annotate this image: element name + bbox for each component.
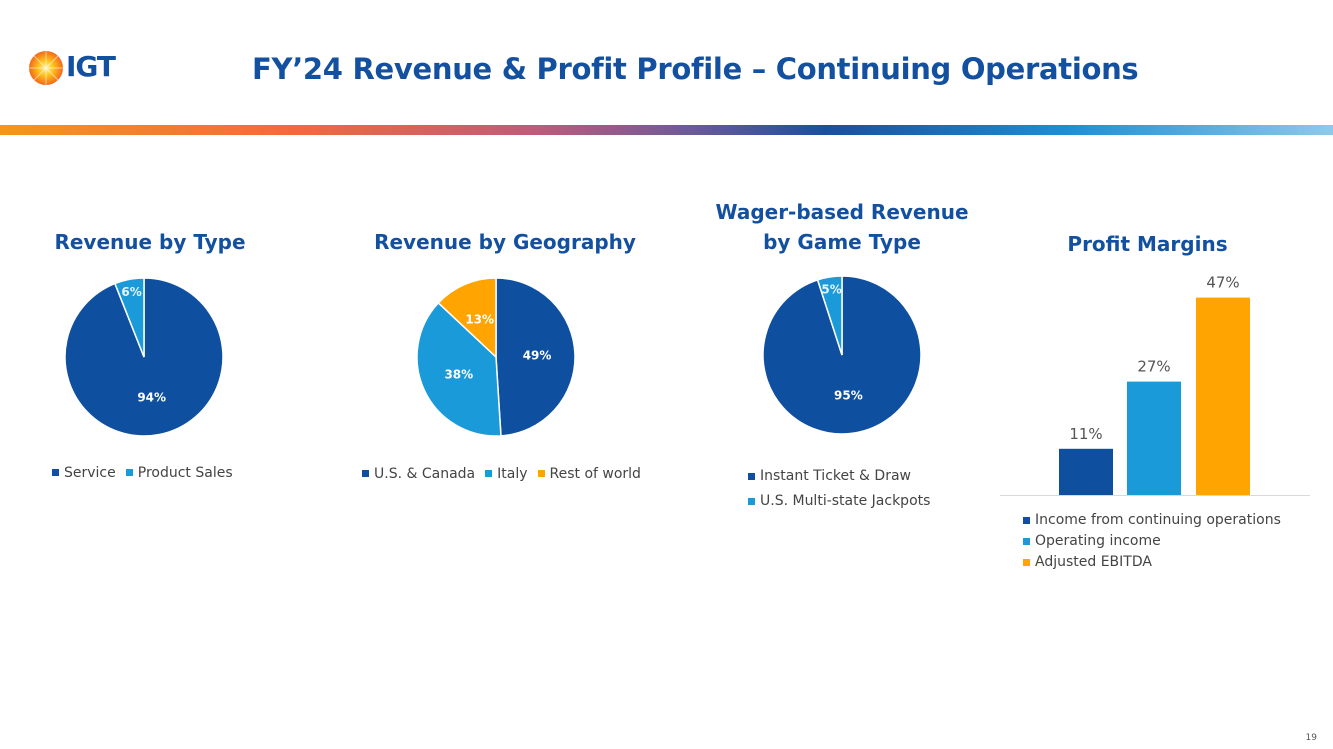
legend-swatch <box>537 470 545 477</box>
legend-swatch <box>1023 537 1030 545</box>
legend-item-income-from-continuing-operations: Income from continuing operations <box>1023 512 1281 528</box>
bar-income-from-continuing-operations <box>1059 448 1113 495</box>
legend-swatch <box>1023 558 1030 566</box>
bar-adjusted-ebitda <box>1196 297 1250 495</box>
legend-label: Italy <box>497 465 528 482</box>
igt-logo: IGT <box>28 48 138 88</box>
legend-swatch <box>748 497 755 505</box>
pie-slice-rest-of-world <box>437 277 497 359</box>
legend-swatch <box>125 469 133 476</box>
legend-swatch <box>52 469 59 476</box>
legend-item-adjusted-ebitda: Adjusted EBITDA <box>1023 554 1281 570</box>
legend-item-italy: Italy <box>485 465 528 482</box>
pie-label-u-s-multi-state-jackpots: 5% <box>821 282 841 296</box>
legend-swatch <box>485 470 493 477</box>
wager-based-revenue-pie: 95% 5% <box>762 275 922 435</box>
pie-label-u-s-canada: 49% <box>523 349 552 363</box>
bar-label-income-from-continuing-operations: 11% <box>1069 425 1102 443</box>
wager-based-revenue-legend: Instant Ticket & Draw U.S. Multi-state Ja… <box>748 468 940 518</box>
pie-slice-u-s-canada <box>495 277 576 437</box>
legend-label: U.S. & Canada <box>374 465 476 482</box>
legend-label: Operating income <box>1035 533 1161 549</box>
wager-title-line-2: by Game Type <box>763 230 921 254</box>
revenue-by-geography-title: Revenue by Geography <box>374 230 636 254</box>
legend-swatch <box>1023 516 1030 524</box>
revenue-by-type-pie: 94% 6% <box>64 277 224 437</box>
legend-item-service: Service <box>52 465 116 481</box>
pie-slice-product-sales <box>113 277 145 358</box>
legend-item-u-s-canada: U.S. & Canada <box>362 466 475 482</box>
revenue-by-geography-legend: U.S. & Canada Italy Rest of world <box>362 465 651 482</box>
wager-based-revenue-title: Wager-based Revenue by Game Type <box>692 197 992 257</box>
sunburst-icon <box>29 51 63 85</box>
logo-text: IGT <box>66 50 116 83</box>
legend-item-rest-of-world: Rest of world <box>537 465 641 482</box>
pie-label-instant-ticket-draw: 95% <box>834 389 863 403</box>
profit-margins-title: Profit Margins <box>1067 232 1228 256</box>
legend-label: Rest of world <box>549 465 641 482</box>
legend-label: Income from continuing operations <box>1035 512 1281 528</box>
legend-swatch <box>748 472 755 480</box>
pie-label-rest-of-world: 13% <box>465 312 494 326</box>
legend-swatch <box>362 470 369 477</box>
bar-label-adjusted-ebitda: 47% <box>1206 274 1239 292</box>
page-number: 19 <box>1305 733 1317 743</box>
legend-item-operating-income: Operating income <box>1023 533 1281 549</box>
wager-title-line-1: Wager-based Revenue <box>715 200 969 224</box>
pie-label-service: 94% <box>137 390 166 404</box>
profit-margins-legend: Income from continuing operations Operati… <box>1023 512 1291 577</box>
legend-label: Instant Ticket & Draw <box>760 468 911 484</box>
revenue-by-geography-pie: 49% 38% 13% <box>416 277 576 437</box>
pie-slice-italy <box>416 301 502 437</box>
legend-item-u-s-multi-state-jackpots: U.S. Multi-state Jackpots <box>748 493 930 509</box>
legend-label: Service <box>64 464 116 481</box>
revenue-by-type-legend: Service Product Sales <box>52 464 243 481</box>
legend-label: U.S. Multi-state Jackpots <box>760 493 931 509</box>
legend-item-product-sales: Product Sales <box>125 464 233 481</box>
legend-item-instant-ticket-draw: Instant Ticket & Draw <box>748 468 930 484</box>
revenue-by-type-title: Revenue by Type <box>54 230 246 254</box>
bar-operating-income <box>1127 381 1181 495</box>
page-title: FY’24 Revenue & Profit Profile – Continu… <box>252 52 1139 86</box>
pie-label-italy: 38% <box>444 367 473 381</box>
pie-slice-u-s-multi-state-jackpots <box>816 275 843 356</box>
pie-label-product-sales: 6% <box>121 285 141 299</box>
profit-margins-bar-chart: 11% 27% 47% <box>1000 274 1310 496</box>
bar-label-operating-income: 27% <box>1137 358 1170 376</box>
legend-label: Product Sales <box>137 464 233 481</box>
gradient-divider <box>0 125 1333 135</box>
legend-label: Adjusted EBITDA <box>1035 554 1152 570</box>
